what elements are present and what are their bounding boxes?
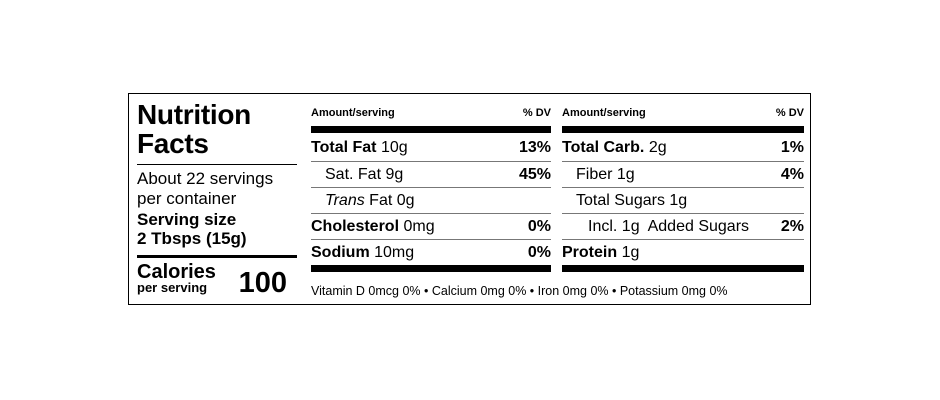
label-summary-column: Nutrition Facts About 22 servings per co… (129, 94, 297, 304)
calories-label: Calories (137, 261, 216, 283)
nutrient-amount: 1g (621, 244, 640, 261)
nutrients-column-left: Amount/serving % DV Total Fat 10g 13% Sa… (311, 94, 551, 304)
nutrient-row-sat-fat: Sat. Fat 9g 45% (311, 161, 551, 187)
thick-divider (562, 265, 804, 272)
thick-divider (311, 126, 551, 133)
serving-size: Serving size 2 Tbsps (15g) (137, 210, 247, 248)
nutrient-prefix: Incl. (588, 218, 618, 235)
servings-line-1: About 22 servings (137, 169, 274, 188)
nutrient-name: Fiber (576, 166, 613, 183)
nutrient-row-fiber: Fiber 1g 4% (562, 161, 804, 187)
nutrient-name-italic: Trans (325, 192, 365, 209)
thick-divider (311, 265, 551, 272)
nutrient-row-cholesterol: Cholesterol 0mg 0% (311, 213, 551, 240)
title-line-2: Facts (137, 128, 209, 159)
nutrient-dv: 0% (527, 218, 551, 235)
nutrient-row-added-sugars: Incl. 1g Added Sugars 2% (562, 213, 804, 239)
column-header: Amount/serving % DV (562, 106, 804, 120)
nutrient-row-protein: Protein 1g (562, 239, 804, 266)
title-line-1: Nutrition (137, 99, 251, 130)
nutrient-dv: 13% (518, 139, 551, 156)
nutrient-row-total-carb: Total Carb. 2g 1% (562, 135, 804, 161)
nutrient-amount: 1g (621, 218, 640, 235)
nutrient-name: Total Fat (311, 139, 377, 156)
serving-size-value: 2 Tbsps (15g) (137, 229, 247, 248)
nutrient-row-total-fat: Total Fat 10g 13% (311, 135, 551, 161)
serving-size-label: Serving size (137, 210, 237, 229)
nutrient-amount: 10mg (374, 244, 415, 261)
dv-header: % DV (522, 107, 551, 119)
nutrient-row-total-sugars: Total Sugars 1g (562, 187, 804, 213)
nutrient-dv: 45% (518, 166, 551, 183)
nutrient-dv: 4% (780, 166, 804, 183)
column-header: Amount/serving % DV (311, 106, 551, 120)
nutrient-row-trans-fat: Trans Fat 0g (311, 187, 551, 213)
nutrient-dv: 1% (780, 139, 804, 156)
thick-divider (137, 255, 297, 258)
thick-divider (562, 126, 804, 133)
divider (137, 164, 297, 165)
nutrient-amount: 1g (616, 166, 635, 183)
vitamins-minerals-footer: Vitamin D 0mcg 0% • Calcium 0mg 0% • Iro… (311, 284, 728, 298)
nutrient-name: Total Carb. (562, 139, 645, 156)
servings-per-container: About 22 servings per container (137, 169, 273, 209)
nutrient-name: Protein (562, 244, 618, 261)
nutrient-amount: 10g (380, 139, 408, 156)
nutrient-name: Fat (369, 192, 393, 209)
nutrient-amount: 1g (669, 192, 688, 209)
nutrients-column-right: Amount/serving % DV Total Carb. 2g 1% Fi… (562, 94, 804, 304)
nutrient-name: Added Sugars (647, 218, 750, 235)
label-title: Nutrition Facts (137, 100, 251, 158)
servings-line-2: per container (137, 189, 237, 208)
dv-header: % DV (775, 107, 804, 119)
nutrient-dv: 2% (780, 218, 804, 235)
amount-serving-header: Amount/serving (311, 107, 395, 119)
nutrient-name: Sat. Fat (325, 166, 382, 183)
nutrient-name: Total Sugars (576, 192, 665, 209)
nutrient-name: Cholesterol (311, 218, 400, 235)
nutrient-amount: 2g (648, 139, 667, 156)
nutrient-amount: 0g (396, 192, 415, 209)
nutrient-row-sodium: Sodium 10mg 0% (311, 239, 551, 266)
nutrition-facts-label: Nutrition Facts About 22 servings per co… (128, 93, 811, 305)
calories-sub-label: per serving (137, 280, 208, 295)
nutrient-amount: 0mg (403, 218, 435, 235)
nutrient-dv: 0% (527, 244, 551, 261)
nutrient-amount: 9g (385, 166, 404, 183)
nutrient-name: Sodium (311, 244, 370, 261)
calories-value: 100 (238, 267, 287, 299)
amount-serving-header: Amount/serving (562, 107, 646, 119)
